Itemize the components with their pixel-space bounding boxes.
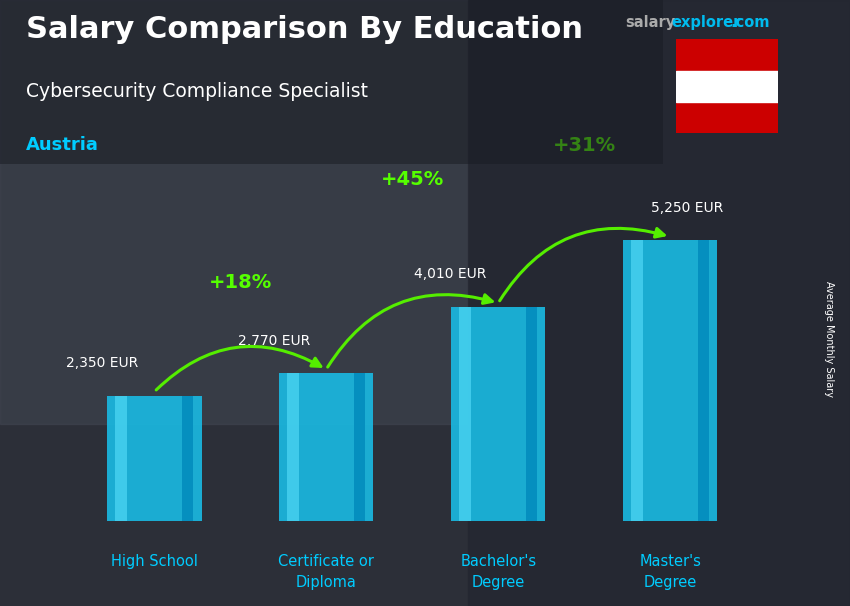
Text: +18%: +18% <box>208 273 272 291</box>
Text: salary: salary <box>625 15 675 30</box>
Bar <box>450 307 546 521</box>
Bar <box>623 241 717 521</box>
Text: +45%: +45% <box>381 170 444 189</box>
Text: Average Monthly Salary: Average Monthly Salary <box>824 281 834 398</box>
Bar <box>107 396 201 521</box>
Bar <box>0 0 468 424</box>
Text: Salary Comparison By Education: Salary Comparison By Education <box>26 15 582 44</box>
Bar <box>459 307 471 521</box>
Text: Certificate or
Diploma: Certificate or Diploma <box>278 554 374 590</box>
Text: Bachelor's
Degree: Bachelor's Degree <box>460 554 536 590</box>
Text: Master's
Degree: Master's Degree <box>639 554 701 590</box>
Bar <box>116 396 127 521</box>
Bar <box>698 241 709 521</box>
Bar <box>632 241 643 521</box>
Text: +31%: +31% <box>552 136 615 155</box>
Text: .com: .com <box>731 15 770 30</box>
Bar <box>287 373 298 521</box>
Bar <box>468 0 850 606</box>
Bar <box>354 373 365 521</box>
Bar <box>182 396 193 521</box>
Text: High School: High School <box>110 554 198 569</box>
Bar <box>279 373 373 521</box>
Text: Cybersecurity Compliance Specialist: Cybersecurity Compliance Specialist <box>26 82 367 101</box>
Text: 2,350 EUR: 2,350 EUR <box>66 356 139 370</box>
Text: Austria: Austria <box>26 136 99 155</box>
Text: 2,770 EUR: 2,770 EUR <box>239 333 311 348</box>
Text: 5,250 EUR: 5,250 EUR <box>651 201 723 215</box>
Text: 4,010 EUR: 4,010 EUR <box>414 267 486 281</box>
Text: explorer: explorer <box>672 15 741 30</box>
Bar <box>676 71 778 102</box>
Bar <box>525 307 537 521</box>
